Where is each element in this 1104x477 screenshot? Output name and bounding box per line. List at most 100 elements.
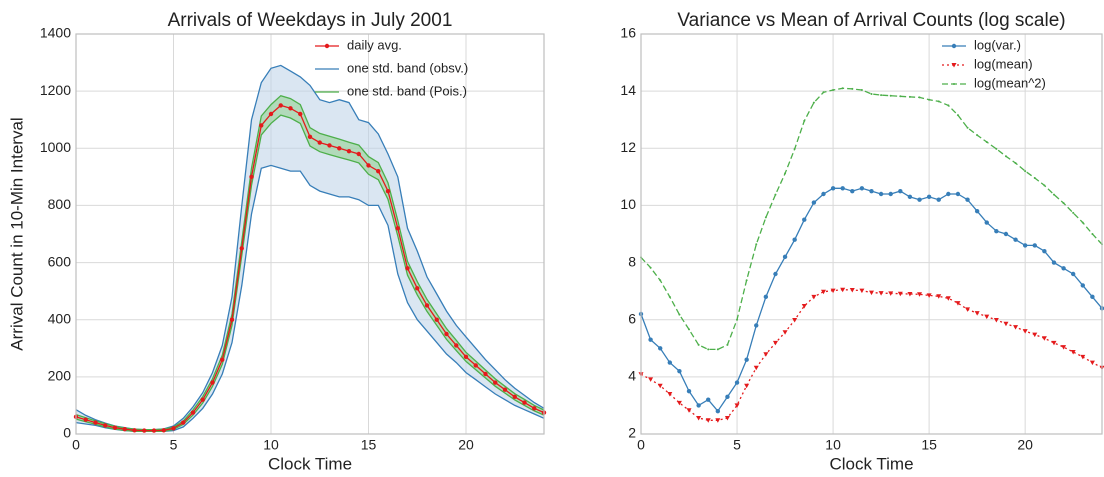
x-tick-label: 15 <box>921 437 937 453</box>
marker <box>1042 248 1047 254</box>
marker <box>493 380 498 385</box>
marker <box>898 188 903 194</box>
marker <box>648 377 654 382</box>
marker <box>1033 177 1036 179</box>
y-tick-label: 0 <box>63 425 71 441</box>
marker <box>142 428 147 433</box>
marker <box>454 343 459 348</box>
y-tick-label: 2 <box>628 425 636 441</box>
y-tick-label: 400 <box>48 310 72 326</box>
marker <box>151 428 157 433</box>
marker <box>1070 350 1076 355</box>
marker <box>1090 294 1095 300</box>
marker <box>1014 162 1017 165</box>
x-tick-label: 10 <box>825 437 841 453</box>
marker <box>696 416 702 421</box>
marker <box>686 388 692 394</box>
chart-title: Arrivals of Weekdays in July 2001 <box>168 10 453 31</box>
marker <box>1032 332 1038 338</box>
marker <box>190 410 196 415</box>
marker <box>103 423 108 428</box>
marker <box>1013 237 1018 242</box>
marker <box>83 417 88 422</box>
marker <box>132 428 137 433</box>
marker <box>356 151 361 157</box>
marker <box>337 146 342 151</box>
marker <box>830 186 836 191</box>
marker <box>974 311 980 316</box>
marker <box>947 104 950 107</box>
marker <box>889 94 892 97</box>
legend-marker <box>951 63 957 68</box>
marker <box>1043 184 1046 187</box>
marker <box>1022 243 1028 248</box>
marker <box>171 426 176 431</box>
legend-label: daily avg. <box>347 37 402 52</box>
marker <box>239 246 244 251</box>
y-tick-label: 10 <box>620 196 636 212</box>
marker <box>782 330 788 335</box>
marker <box>811 294 817 300</box>
marker <box>677 368 682 374</box>
marker <box>249 174 254 180</box>
marker <box>658 346 663 351</box>
marker <box>483 371 488 377</box>
marker <box>976 134 979 137</box>
marker <box>907 194 913 200</box>
marker <box>745 279 748 282</box>
marker <box>657 383 663 389</box>
marker <box>532 406 537 411</box>
legend-label: log(mean^2) <box>974 75 1046 90</box>
marker <box>686 408 692 413</box>
y-axis-label: Arrival Count in 10-Min Interval <box>7 117 26 350</box>
marker <box>851 87 854 90</box>
marker <box>278 103 283 108</box>
marker <box>936 197 941 202</box>
marker <box>984 314 990 320</box>
marker <box>860 89 863 91</box>
marker <box>161 428 166 433</box>
plot-frame <box>75 33 545 435</box>
marker <box>706 397 711 402</box>
marker <box>917 197 922 202</box>
y-tick-label: 1200 <box>40 82 71 98</box>
marker <box>1062 202 1065 205</box>
y-tick-label: 1400 <box>40 25 71 41</box>
y-tick-label: 1000 <box>40 139 71 155</box>
y-tick-label: 600 <box>48 253 72 269</box>
legend-marker <box>953 83 955 85</box>
marker <box>793 147 796 150</box>
marker <box>782 254 788 260</box>
marker <box>880 94 883 97</box>
y-tick-label: 12 <box>620 139 636 155</box>
x-tick-label: 20 <box>1017 437 1033 453</box>
legend-marker <box>951 43 957 49</box>
marker <box>112 425 118 430</box>
marker <box>346 148 352 154</box>
marker <box>327 143 332 148</box>
marker <box>1081 221 1084 224</box>
marker <box>705 418 711 423</box>
marker <box>955 301 961 306</box>
marker <box>870 93 873 95</box>
marker <box>1003 321 1009 327</box>
marker <box>965 197 970 202</box>
marker <box>259 123 264 128</box>
marker <box>888 191 893 197</box>
marker <box>688 328 691 331</box>
marker <box>200 397 205 402</box>
marker <box>878 191 884 197</box>
marker <box>93 420 98 425</box>
marker <box>678 313 681 316</box>
marker <box>715 408 721 414</box>
marker <box>955 191 961 197</box>
marker <box>1051 260 1057 265</box>
marker <box>1051 340 1057 346</box>
marker <box>724 416 730 421</box>
marker <box>974 208 980 214</box>
marker <box>220 357 225 362</box>
marker <box>936 294 942 299</box>
marker <box>366 163 371 168</box>
marker <box>802 217 807 222</box>
x-tick-label: 5 <box>170 437 178 453</box>
